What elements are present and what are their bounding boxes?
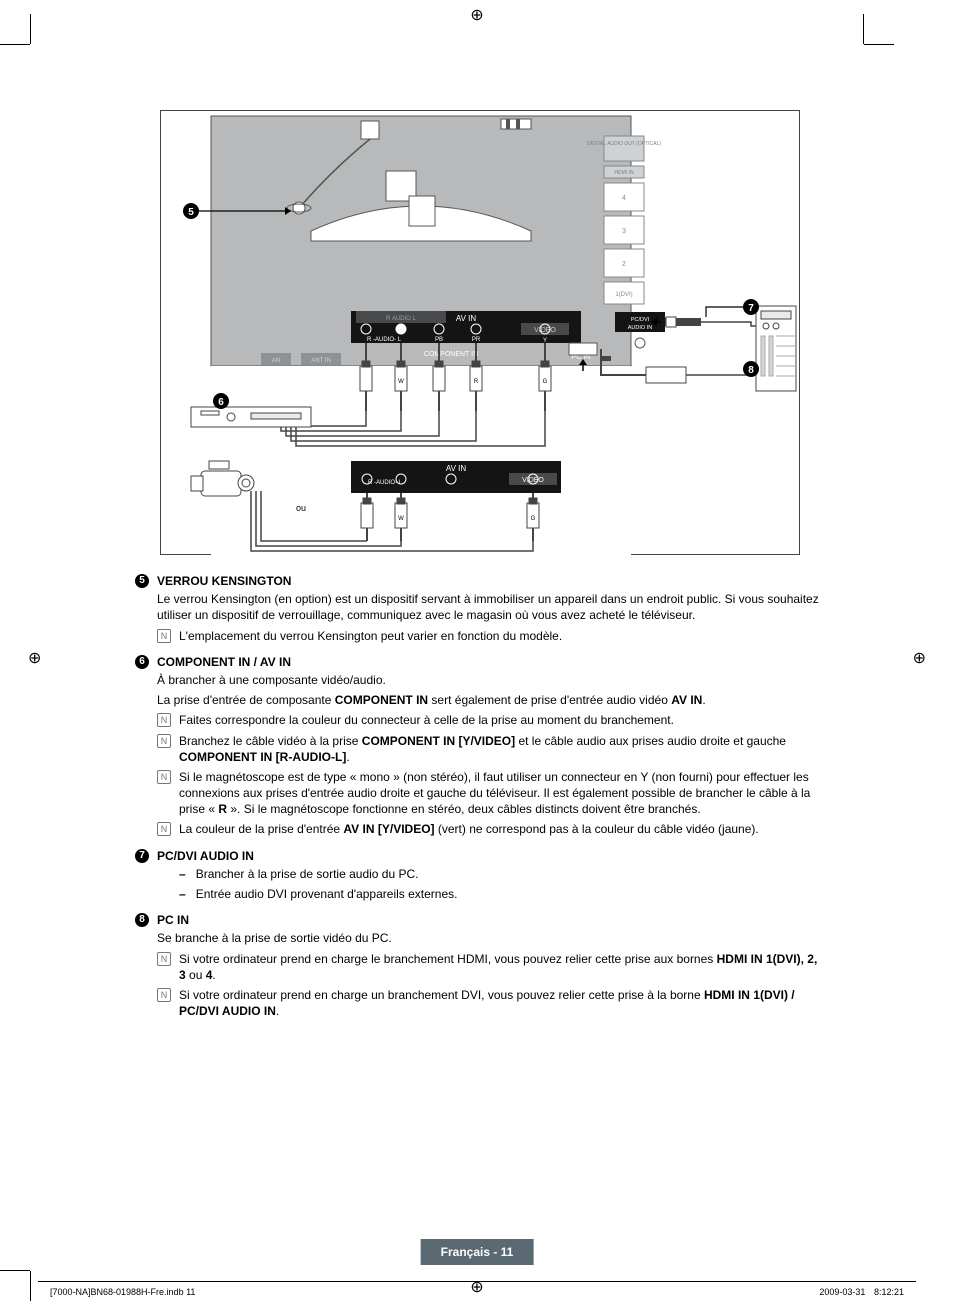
section-number-badge: 5 [135,574,149,588]
note-icon: N [157,988,171,1002]
note-line: N L'emplacement du verrou Kensington peut… [157,628,825,644]
svg-text:COMPONENT IN: COMPONENT IN [424,351,478,358]
section-6: 6 COMPONENT IN / AV IN À brancher à une co… [135,654,825,838]
svg-text:3: 3 [622,228,626,235]
svg-text:ou: ou [296,503,306,513]
dash-text: Entrée audio DVI provenant d'appareils e… [196,886,458,902]
svg-text:AV IN: AV IN [456,314,477,323]
page-content: DIGITAL AUDIO OUT (OPTICAL) HDMI IN 4 3 … [135,110,825,1029]
svg-text:PB: PB [435,337,443,343]
section-title: PC IN [157,912,189,928]
svg-text:PC/DVI: PC/DVI [631,317,650,323]
section-body: Le verrou Kensington (en option) est un … [157,591,825,644]
crop-mark [30,1271,31,1301]
svg-text:G: G [531,516,536,522]
note-text: Si votre ordinateur prend en charge un b… [179,987,825,1019]
note-icon: N [157,629,171,643]
paragraph: Se branche à la prise de sortie vidéo du… [157,930,825,946]
svg-text:5: 5 [188,207,194,218]
note-line: N Si votre ordinateur prend en charge un … [157,987,825,1019]
dash-text: Brancher à la prise de sortie audio du P… [196,866,419,882]
note-line: N Branchez le câble vidéo à la prise COMP… [157,733,825,765]
section-title: PC/DVI AUDIO IN [157,848,254,864]
svg-text:HDMI IN: HDMI IN [614,170,634,176]
sections-container: 5 VERROU KENSINGTON Le verrou Kensington (… [135,573,825,1019]
svg-text:G: G [543,379,548,385]
section-heading: 5 VERROU KENSINGTON [135,573,825,589]
svg-text:AV IN: AV IN [446,464,467,473]
page-footer-badge: Français - 11 [421,1239,534,1265]
svg-text:W: W [398,516,404,522]
note-line: N Si le magnétoscope est de type « mono »… [157,769,825,818]
note-text: Faites correspondre la couleur du connec… [179,712,825,728]
note-icon: N [157,952,171,966]
section-title: VERROU KENSINGTON [157,573,291,589]
paragraph: Le verrou Kensington (en option) est un … [157,591,825,623]
svg-text:ANT IN: ANT IN [311,358,331,364]
svg-text:4: 4 [622,195,626,202]
crop-mark [863,14,864,44]
paragraph: À brancher à une composante vidéo/audio. [157,672,825,688]
dash-bullet: – [179,886,186,902]
registration-mark-icon: ⊕ [913,648,926,668]
footer-rule [38,1281,916,1282]
section-heading: 8 PC IN [135,912,825,928]
note-text: Branchez le câble vidéo à la prise COMPO… [179,733,825,765]
dash-bullet: – [179,866,186,882]
note-icon: N [157,822,171,836]
paragraph: La prise d'entrée de composante COMPONEN… [157,692,825,708]
section-5: 5 VERROU KENSINGTON Le verrou Kensington (… [135,573,825,644]
dash-line: –Entrée audio DVI provenant d'appareils … [179,886,825,902]
svg-text:PR: PR [472,337,481,343]
section-7: 7 PC/DVI AUDIO IN –Brancher à la prise de … [135,848,825,903]
svg-text:7: 7 [748,303,754,314]
svg-text:R -AUDIO- L: R -AUDIO- L [367,337,402,343]
svg-text:DIGITAL AUDIO OUT (OPTICAL): DIGITAL AUDIO OUT (OPTICAL) [587,141,661,147]
registration-mark-icon: ⊕ [28,648,41,668]
svg-text:AUDIO IN: AUDIO IN [628,325,652,331]
note-text: Si votre ordinateur prend en charge le b… [179,951,825,983]
section-number-badge: 7 [135,849,149,863]
section-title: COMPONENT IN / AV IN [157,654,291,670]
svg-text:2: 2 [622,261,626,268]
note-line: N Faites correspondre la couleur du conne… [157,712,825,728]
svg-text:R AUDIO L: R AUDIO L [386,316,416,322]
note-icon: N [157,713,171,727]
note-text: Si le magnétoscope est de type « mono » … [179,769,825,818]
footer-right-text: 2009-03-31 8:12:21 [819,1287,904,1297]
note-line: N La couleur de la prise d'entrée AV IN [… [157,821,825,837]
section-heading: 7 PC/DVI AUDIO IN [135,848,825,864]
note-icon: N [157,770,171,784]
svg-text:8: 8 [748,365,754,376]
svg-text:W: W [398,379,404,385]
section-8: 8 PC IN Se branche à la prise de sortie vi… [135,912,825,1019]
footer-left-text: [7000-NA]BN68-01988H-Fre.indb 11 [50,1287,195,1297]
svg-text:6: 6 [218,397,224,408]
connection-diagram: DIGITAL AUDIO OUT (OPTICAL) HDMI IN 4 3 … [160,110,800,555]
note-icon: N [157,734,171,748]
registration-mark-icon: ⊕ [470,1277,483,1297]
section-heading: 6 COMPONENT IN / AV IN [135,654,825,670]
svg-text:VIDEO: VIDEO [522,477,544,484]
registration-mark-icon: ⊕ [470,5,483,25]
svg-text:R: R [474,379,479,385]
note-text: L'emplacement du verrou Kensington peut … [179,628,825,644]
section-number-badge: 8 [135,913,149,927]
crop-mark [0,44,30,45]
section-body: À brancher à une composante vidéo/audio.… [157,672,825,838]
crop-mark [30,14,31,44]
section-body: –Brancher à la prise de sortie audio du … [157,866,825,902]
section-body: Se branche à la prise de sortie vidéo du… [157,930,825,1019]
crop-mark [0,1270,30,1271]
svg-text:1(DVI): 1(DVI) [615,292,632,298]
crop-mark [864,44,894,45]
section-number-badge: 6 [135,655,149,669]
dash-line: –Brancher à la prise de sortie audio du … [179,866,825,882]
svg-text:VIDEO: VIDEO [534,327,556,334]
note-text: La couleur de la prise d'entrée AV IN [Y… [179,821,825,837]
svg-text:AN: AN [272,358,280,364]
note-line: N Si votre ordinateur prend en charge le … [157,951,825,983]
